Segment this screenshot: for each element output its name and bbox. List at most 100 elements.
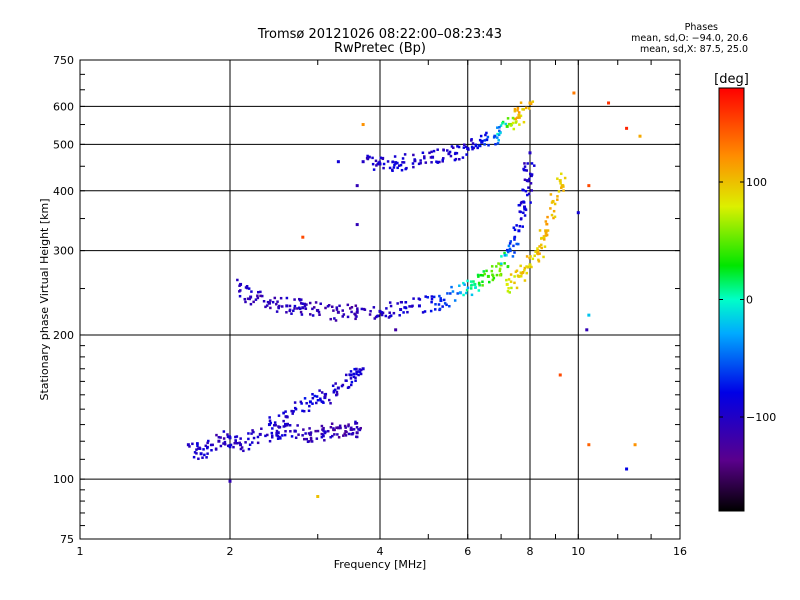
data-point bbox=[372, 306, 376, 309]
data-point bbox=[349, 377, 353, 380]
data-point bbox=[259, 290, 262, 294]
data-point bbox=[445, 303, 448, 307]
data-point bbox=[431, 155, 435, 159]
data-point bbox=[424, 161, 428, 164]
data-point bbox=[458, 284, 461, 287]
colorbar-tick-label: 0 bbox=[746, 294, 753, 307]
data-point bbox=[423, 155, 426, 158]
data-point bbox=[400, 168, 404, 172]
data-point bbox=[245, 285, 249, 288]
data-point bbox=[508, 291, 511, 294]
data-point bbox=[393, 155, 397, 158]
data-point bbox=[486, 135, 490, 139]
data-point bbox=[436, 160, 440, 164]
data-point bbox=[302, 409, 306, 413]
data-point bbox=[314, 429, 317, 433]
data-point bbox=[286, 422, 289, 426]
outlier-point bbox=[355, 184, 359, 188]
data-point bbox=[244, 300, 247, 304]
data-point bbox=[515, 286, 519, 290]
data-point bbox=[319, 302, 322, 306]
data-point bbox=[341, 315, 344, 318]
data-point bbox=[462, 281, 465, 285]
data-point bbox=[352, 375, 356, 379]
data-point bbox=[355, 370, 358, 374]
data-point bbox=[544, 220, 548, 223]
data-point bbox=[458, 291, 462, 295]
data-point bbox=[333, 433, 336, 436]
data-point bbox=[507, 122, 511, 126]
data-point bbox=[260, 427, 263, 431]
outlier-point bbox=[587, 443, 591, 447]
x-tick-label: 2 bbox=[227, 545, 234, 558]
data-point bbox=[265, 304, 269, 307]
data-point bbox=[552, 216, 555, 220]
data-point bbox=[496, 142, 500, 145]
data-point bbox=[545, 230, 548, 233]
data-point bbox=[294, 436, 298, 440]
data-point bbox=[429, 309, 433, 313]
data-point bbox=[523, 279, 527, 282]
data-point bbox=[332, 391, 336, 394]
data-point bbox=[389, 304, 393, 308]
data-point bbox=[311, 396, 315, 400]
outlier-point bbox=[625, 126, 629, 130]
data-point bbox=[366, 157, 370, 161]
data-point bbox=[323, 396, 327, 400]
data-point bbox=[456, 145, 459, 148]
x-tick-label: 1 bbox=[77, 545, 84, 558]
data-point bbox=[239, 443, 243, 447]
data-point bbox=[353, 312, 356, 316]
data-point bbox=[333, 317, 336, 320]
data-point bbox=[500, 255, 503, 258]
data-point bbox=[347, 424, 350, 428]
data-point bbox=[394, 162, 398, 165]
data-point bbox=[434, 303, 437, 306]
data-point bbox=[335, 306, 339, 309]
data-point bbox=[537, 258, 540, 262]
data-point bbox=[374, 159, 378, 163]
data-point bbox=[488, 280, 491, 284]
data-point bbox=[514, 121, 518, 124]
data-point bbox=[275, 310, 279, 313]
data-point bbox=[276, 431, 280, 435]
data-point bbox=[342, 434, 345, 437]
data-point bbox=[373, 317, 377, 320]
data-point bbox=[228, 445, 232, 448]
data-point bbox=[430, 161, 433, 164]
data-point bbox=[235, 435, 239, 438]
data-point bbox=[285, 311, 288, 314]
data-point bbox=[234, 439, 237, 443]
data-point bbox=[503, 251, 506, 255]
data-point bbox=[274, 423, 277, 427]
data-point bbox=[310, 440, 314, 443]
chart-title-line2: RwPretec (Bp) bbox=[333, 41, 427, 56]
data-point bbox=[251, 441, 254, 444]
data-point bbox=[329, 435, 332, 439]
y-tick-label: 750 bbox=[53, 54, 74, 67]
data-point bbox=[359, 368, 363, 372]
data-point bbox=[530, 189, 533, 192]
data-point bbox=[448, 304, 451, 308]
data-point bbox=[316, 398, 320, 402]
data-point bbox=[201, 456, 204, 459]
data-point bbox=[430, 150, 433, 154]
data-point bbox=[354, 379, 357, 382]
data-point bbox=[354, 376, 357, 380]
data-point bbox=[543, 245, 547, 248]
data-point bbox=[361, 160, 365, 164]
data-point bbox=[207, 439, 210, 443]
data-point bbox=[508, 242, 512, 245]
data-point bbox=[238, 441, 241, 445]
data-point bbox=[443, 302, 447, 305]
data-point bbox=[477, 281, 481, 285]
data-point bbox=[350, 310, 353, 314]
data-point bbox=[514, 117, 517, 120]
data-point bbox=[556, 198, 559, 201]
data-point bbox=[512, 244, 515, 248]
data-point bbox=[487, 144, 490, 147]
data-point bbox=[296, 424, 299, 427]
data-point bbox=[284, 429, 287, 433]
data-point bbox=[388, 301, 392, 304]
data-point bbox=[389, 314, 393, 317]
